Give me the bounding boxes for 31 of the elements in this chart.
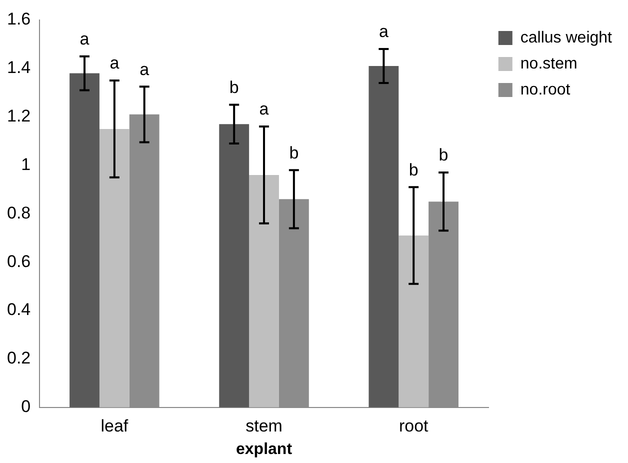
bar bbox=[99, 128, 130, 408]
annotation: a bbox=[140, 60, 150, 79]
legend-label: callus weight bbox=[520, 29, 613, 46]
annotation: a bbox=[110, 54, 120, 73]
annotation: b bbox=[229, 78, 239, 97]
y-tick-label: 1.4 bbox=[6, 58, 31, 78]
y-tick-label: 1.6 bbox=[6, 10, 31, 29]
annotation: b bbox=[408, 160, 418, 180]
bar bbox=[219, 124, 250, 408]
y-tick-label: 1 bbox=[21, 154, 31, 174]
annotation: a bbox=[378, 22, 389, 42]
legend-label: no.stem bbox=[520, 55, 578, 72]
bar bbox=[368, 66, 399, 408]
x-tick-label: root bbox=[398, 416, 429, 436]
annotation: b bbox=[438, 146, 448, 165]
bar bbox=[398, 235, 429, 408]
x-axis-title: explant bbox=[236, 440, 293, 458]
y-tick-label: 0.8 bbox=[6, 203, 31, 222]
x-tick-label: stem bbox=[246, 416, 282, 436]
annotation: a bbox=[80, 30, 90, 49]
y-tick-label: 0.4 bbox=[6, 300, 31, 320]
y-tick-label: 0.6 bbox=[6, 252, 31, 271]
y-tick-label: 0.2 bbox=[6, 348, 31, 368]
y-tick-label: 1.2 bbox=[6, 106, 31, 126]
bar bbox=[70, 73, 100, 408]
annotation: b bbox=[289, 143, 299, 162]
y-tick-label: 0 bbox=[21, 397, 31, 416]
bar bbox=[249, 174, 279, 408]
annotation: a bbox=[259, 100, 270, 119]
x-tick-label: leaf bbox=[100, 416, 128, 436]
legend-label: no.root bbox=[520, 81, 571, 98]
